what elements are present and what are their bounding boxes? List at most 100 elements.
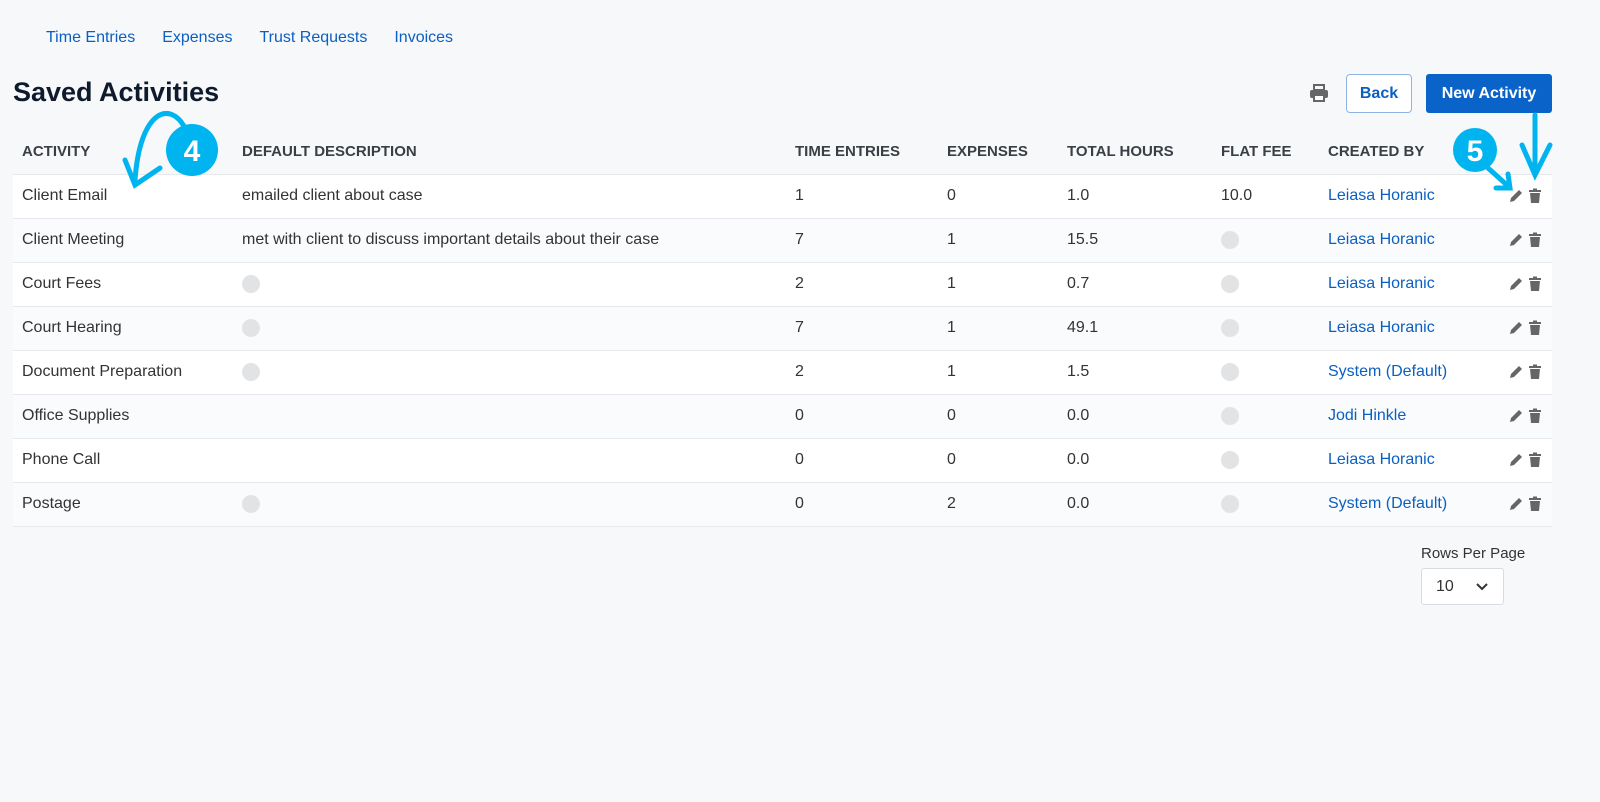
empty-indicator [242, 274, 260, 293]
expenses-cell: 0 [947, 187, 956, 204]
edit-pencil-icon[interactable] [1508, 188, 1524, 204]
empty-indicator [242, 362, 260, 381]
empty-indicator [1221, 494, 1239, 513]
expenses-cell: 1 [947, 319, 956, 336]
row-actions [1492, 349, 1552, 394]
created-by-link[interactable]: Leiasa Horanic [1328, 451, 1435, 468]
table-row: Document Preparation 2 1 1.5 System (Def… [13, 349, 1552, 394]
empty-indicator [1221, 406, 1239, 425]
total-hours-cell: 15.5 [1067, 231, 1099, 248]
time-entries-cell: 2 [795, 275, 804, 292]
chevron-down-icon [1476, 582, 1488, 590]
table-row: Court Fees 2 1 0.7 Leiasa Horanic [13, 261, 1552, 306]
activity-cell: Document Preparation [22, 363, 183, 380]
row-actions [1492, 305, 1552, 350]
header-created-by[interactable]: CREATED BY [1328, 143, 1425, 161]
rows-per-page-label: Rows Per Page [1421, 545, 1526, 562]
time-entries-cell: 0 [795, 451, 804, 468]
nav-time-entries[interactable]: Time Entries [46, 29, 136, 46]
total-hours-cell: 0.0 [1067, 451, 1090, 468]
delete-trash-icon[interactable] [1527, 188, 1543, 204]
description-cell: met with client to discuss important det… [242, 231, 660, 248]
header-description[interactable]: DEFAULT DESCRIPTION [242, 143, 417, 161]
empty-indicator [1221, 450, 1239, 469]
empty-indicator [1221, 230, 1239, 249]
created-by-link[interactable]: Leiasa Horanic [1328, 275, 1435, 292]
empty-indicator [1221, 318, 1239, 337]
empty-indicator [1221, 274, 1239, 293]
rows-per-page-select[interactable]: 10 [1421, 568, 1504, 605]
activity-cell: Court Hearing [22, 319, 122, 336]
time-entries-cell: 1 [795, 187, 804, 204]
header-expenses[interactable]: EXPENSES [947, 143, 1028, 161]
expenses-cell: 0 [947, 451, 956, 468]
header-activity[interactable]: ACTIVITY [22, 143, 91, 161]
table-row: Office Supplies 0 0 0.0 Jodi Hinkle [13, 393, 1552, 438]
total-hours-cell: 49.1 [1067, 319, 1099, 336]
delete-trash-icon[interactable] [1527, 232, 1543, 248]
nav-trust-requests[interactable]: Trust Requests [259, 29, 368, 46]
row-actions [1492, 217, 1552, 262]
edit-pencil-icon[interactable] [1508, 364, 1524, 380]
delete-trash-icon[interactable] [1527, 276, 1543, 292]
delete-trash-icon[interactable] [1527, 364, 1543, 380]
header-flat-fee[interactable]: FLAT FEE [1221, 143, 1292, 161]
row-actions [1492, 393, 1552, 438]
back-button[interactable]: Back [1346, 74, 1412, 113]
activity-cell: Office Supplies [22, 407, 130, 424]
edit-pencil-icon[interactable] [1508, 408, 1524, 424]
page-title: Saved Activities [13, 77, 220, 107]
flat-fee-cell: 10.0 [1221, 187, 1253, 204]
edit-pencil-icon[interactable] [1508, 276, 1524, 292]
created-by-link[interactable]: Leiasa Horanic [1328, 187, 1435, 204]
delete-trash-icon[interactable] [1527, 496, 1543, 512]
activities-table: ACTIVITY DEFAULT DESCRIPTION TIME ENTRIE… [13, 130, 1552, 527]
created-by-link[interactable]: Jodi Hinkle [1328, 407, 1407, 424]
new-activity-button[interactable]: New Activity [1426, 74, 1552, 113]
total-hours-cell: 0.0 [1067, 495, 1090, 512]
activity-cell: Postage [22, 495, 81, 512]
delete-trash-icon[interactable] [1527, 320, 1543, 336]
expenses-cell: 0 [947, 407, 956, 424]
total-hours-cell: 0.0 [1067, 407, 1090, 424]
empty-indicator [1221, 362, 1239, 381]
total-hours-cell: 1.5 [1067, 363, 1090, 380]
total-hours-cell: 1.0 [1067, 187, 1090, 204]
created-by-link[interactable]: System (Default) [1328, 495, 1448, 512]
edit-pencil-icon[interactable] [1508, 232, 1524, 248]
created-by-link[interactable]: System (Default) [1328, 363, 1448, 380]
empty-indicator [242, 318, 260, 337]
sub-nav: Time Entries Expenses Trust Requests Inv… [46, 29, 453, 47]
description-cell: emailed client about case [242, 187, 423, 204]
table-row: Client Email emailed client about case 1… [13, 173, 1552, 218]
header-total-hours[interactable]: TOTAL HOURS [1067, 143, 1174, 161]
expenses-cell: 1 [947, 363, 956, 380]
edit-pencil-icon[interactable] [1508, 320, 1524, 336]
time-entries-cell: 7 [795, 231, 804, 248]
nav-invoices[interactable]: Invoices [394, 29, 454, 46]
time-entries-cell: 2 [795, 363, 804, 380]
table-row: Client Meeting met with client to discus… [13, 217, 1552, 262]
table-row: Postage 0 2 0.0 System (Default) [13, 481, 1552, 527]
row-actions [1492, 481, 1552, 527]
delete-trash-icon[interactable] [1527, 452, 1543, 468]
row-actions [1492, 173, 1552, 218]
table-row: Court Hearing 7 1 49.1 Leiasa Horanic [13, 305, 1552, 350]
print-icon[interactable] [1309, 84, 1329, 102]
activity-cell: Court Fees [22, 275, 102, 292]
activity-cell: Client Meeting [22, 231, 125, 248]
edit-pencil-icon[interactable] [1508, 452, 1524, 468]
table-row: Phone Call 0 0 0.0 Leiasa Horanic [13, 437, 1552, 482]
expenses-cell: 2 [947, 495, 956, 512]
created-by-link[interactable]: Leiasa Horanic [1328, 231, 1435, 248]
row-actions [1492, 261, 1552, 306]
time-entries-cell: 0 [795, 407, 804, 424]
created-by-link[interactable]: Leiasa Horanic [1328, 319, 1435, 336]
edit-pencil-icon[interactable] [1508, 496, 1524, 512]
header-time-entries[interactable]: TIME ENTRIES [795, 143, 901, 161]
expenses-cell: 1 [947, 231, 956, 248]
delete-trash-icon[interactable] [1527, 408, 1543, 424]
row-actions [1492, 437, 1552, 482]
nav-expenses[interactable]: Expenses [162, 29, 233, 46]
activity-cell: Client Email [22, 187, 108, 204]
